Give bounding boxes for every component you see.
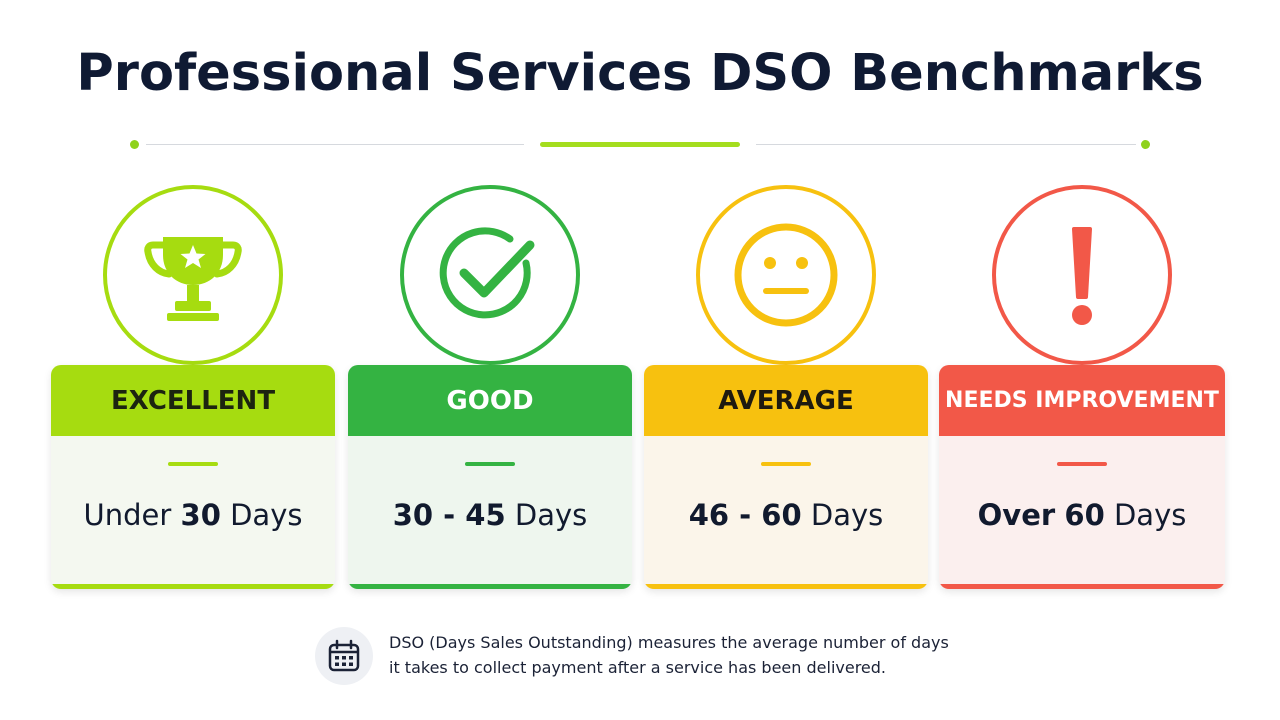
average-icon-circle	[696, 185, 876, 365]
divider-line-right	[756, 144, 1136, 145]
card-value: Over 60 Days	[939, 498, 1225, 532]
checkmark-icon	[439, 227, 535, 319]
card-value: Under 30 Days	[51, 498, 335, 532]
value-unit: Days	[810, 498, 884, 532]
page-title: Professional Services DSO Benchmarks	[76, 44, 1204, 103]
card-bottom-line	[51, 584, 335, 589]
good-icon-circle	[400, 185, 580, 365]
value-number: 60	[1064, 498, 1105, 532]
needs-improvement-panel: NEEDS IMPROVEMENT Over 60 Days	[939, 365, 1225, 589]
card-label: GOOD	[348, 365, 632, 436]
good-panel: GOOD 30 - 45 Days	[348, 365, 632, 589]
card-value: 46 - 60 Days	[644, 498, 928, 532]
value-prefix: Under	[83, 498, 172, 532]
card-accent-bar	[1057, 462, 1107, 466]
benchmark-card-excellent: EXCELLENT Under 30 Days	[51, 185, 335, 589]
value-number: 30	[180, 498, 221, 532]
excellent-panel: EXCELLENT Under 30 Days	[51, 365, 335, 589]
card-label: NEEDS IMPROVEMENT	[939, 365, 1225, 436]
footnote-line-1: DSO (Days Sales Outstanding) measures th…	[389, 633, 949, 652]
needs-improvement-icon-circle	[992, 185, 1172, 365]
card-value: 30 - 45 Days	[348, 498, 632, 532]
card-accent-bar	[465, 462, 515, 466]
card-label: EXCELLENT	[51, 365, 335, 436]
footnote-line-2: it takes to collect payment after a serv…	[389, 658, 887, 677]
divider-line-left	[146, 144, 524, 145]
card-bottom-line	[644, 584, 928, 589]
card-accent-bar	[761, 462, 811, 466]
value-number: 46 - 60	[688, 498, 802, 532]
footnote-text: DSO (Days Sales Outstanding) measures th…	[389, 630, 1009, 680]
divider-accent	[540, 142, 740, 147]
card-bottom-line	[939, 584, 1225, 589]
value-unit: Days	[1113, 498, 1187, 532]
calendar-icon	[328, 639, 360, 672]
benchmark-card-average: AVERAGE 46 - 60 Days	[644, 185, 928, 589]
neutral-face-icon	[734, 223, 838, 327]
value-number: 30 - 45	[392, 498, 506, 532]
divider-dot-left	[130, 140, 139, 149]
value-prefix: Over	[977, 498, 1056, 532]
benchmark-card-needs-improvement: NEEDS IMPROVEMENT Over 60 Days	[939, 185, 1225, 589]
exclamation-icon	[1072, 227, 1092, 325]
title-divider	[130, 138, 1152, 150]
divider-dot-right	[1141, 140, 1150, 149]
card-bottom-line	[348, 584, 632, 589]
average-panel: AVERAGE 46 - 60 Days	[644, 365, 928, 589]
excellent-icon-circle	[103, 185, 283, 365]
value-unit: Days	[230, 498, 303, 532]
card-accent-bar	[168, 462, 218, 466]
benchmark-card-good: GOOD 30 - 45 Days	[348, 185, 632, 589]
calendar-icon-badge	[315, 627, 373, 685]
dso-footnote: DSO (Days Sales Outstanding) measures th…	[315, 627, 1015, 689]
card-label: AVERAGE	[644, 365, 928, 436]
value-unit: Days	[514, 498, 588, 532]
trophy-icon	[144, 237, 242, 321]
